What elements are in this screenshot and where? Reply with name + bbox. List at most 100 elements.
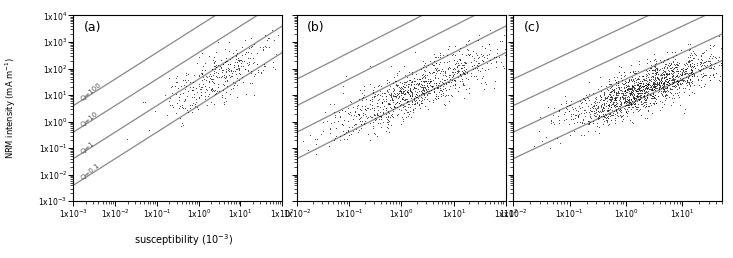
Point <box>633 80 644 84</box>
Point <box>622 87 634 91</box>
Point <box>634 80 646 85</box>
Point <box>604 112 616 116</box>
Point <box>361 108 372 112</box>
Point <box>605 95 617 99</box>
Point <box>641 79 653 83</box>
Point <box>186 95 198 99</box>
Point <box>649 71 661 75</box>
Point <box>548 122 559 126</box>
Point <box>368 85 380 89</box>
Point <box>614 96 625 100</box>
Point <box>660 62 672 66</box>
Point <box>203 79 215 83</box>
Point <box>432 86 444 90</box>
Point <box>403 102 415 106</box>
Point <box>649 93 661 98</box>
Point <box>391 100 402 104</box>
Point <box>618 101 630 105</box>
Point <box>402 90 414 94</box>
Point <box>177 102 188 107</box>
Point <box>640 85 652 89</box>
Point <box>620 80 632 85</box>
Point <box>230 48 242 52</box>
Point <box>669 65 681 69</box>
Point <box>170 92 182 96</box>
Point <box>593 114 605 118</box>
Point <box>533 129 545 133</box>
Point <box>635 107 647 111</box>
Point <box>672 69 684 73</box>
Point <box>638 101 649 106</box>
Point <box>402 82 414 86</box>
Point <box>233 58 245 62</box>
Point <box>606 95 618 100</box>
Point <box>366 88 378 92</box>
Point <box>608 90 619 94</box>
Point <box>563 109 575 113</box>
Point <box>678 78 690 82</box>
Point <box>460 61 471 66</box>
Point <box>607 93 619 97</box>
Point <box>439 70 451 74</box>
Point <box>579 108 591 112</box>
Point <box>603 82 614 86</box>
Point <box>619 79 631 83</box>
Point <box>367 91 379 95</box>
Point <box>410 91 422 95</box>
Point <box>444 66 456 70</box>
Point <box>445 93 457 97</box>
Point <box>408 96 420 100</box>
Point <box>680 69 692 74</box>
Point <box>435 88 446 93</box>
Point <box>650 72 662 76</box>
Point <box>257 47 269 51</box>
Point <box>402 91 413 95</box>
Point <box>668 78 680 82</box>
Point <box>208 71 220 75</box>
Point <box>407 91 419 95</box>
Point <box>359 107 371 111</box>
Point <box>223 69 235 73</box>
Point <box>382 120 394 124</box>
Point <box>626 84 638 88</box>
Point <box>567 107 579 111</box>
Point <box>568 130 580 134</box>
Point <box>347 104 358 109</box>
Point <box>672 79 684 83</box>
Point <box>713 78 725 82</box>
Point <box>665 91 677 95</box>
Point <box>174 92 185 96</box>
Point <box>424 80 435 84</box>
Point <box>388 91 400 95</box>
Point <box>437 73 449 77</box>
Point <box>374 114 386 118</box>
Point <box>625 97 637 101</box>
Point <box>616 119 627 123</box>
Point <box>388 88 400 92</box>
Point <box>638 90 650 94</box>
Point <box>468 58 479 62</box>
Point <box>649 80 661 85</box>
Point <box>469 66 481 70</box>
Point <box>246 69 257 73</box>
Point <box>627 96 639 101</box>
Point <box>627 83 638 87</box>
Point <box>685 47 696 51</box>
Point <box>648 85 660 89</box>
Point <box>662 71 674 75</box>
Point <box>568 120 580 125</box>
Point <box>639 96 651 100</box>
Point <box>643 87 655 91</box>
Point <box>398 89 410 93</box>
Point <box>637 94 649 98</box>
Point <box>666 84 678 88</box>
Point <box>697 74 709 78</box>
Point <box>424 88 436 92</box>
Point <box>680 71 692 75</box>
Point <box>446 69 458 74</box>
Point <box>637 87 649 91</box>
Point <box>592 112 603 116</box>
Point <box>414 106 426 110</box>
Point <box>447 74 459 78</box>
Point <box>191 61 203 65</box>
